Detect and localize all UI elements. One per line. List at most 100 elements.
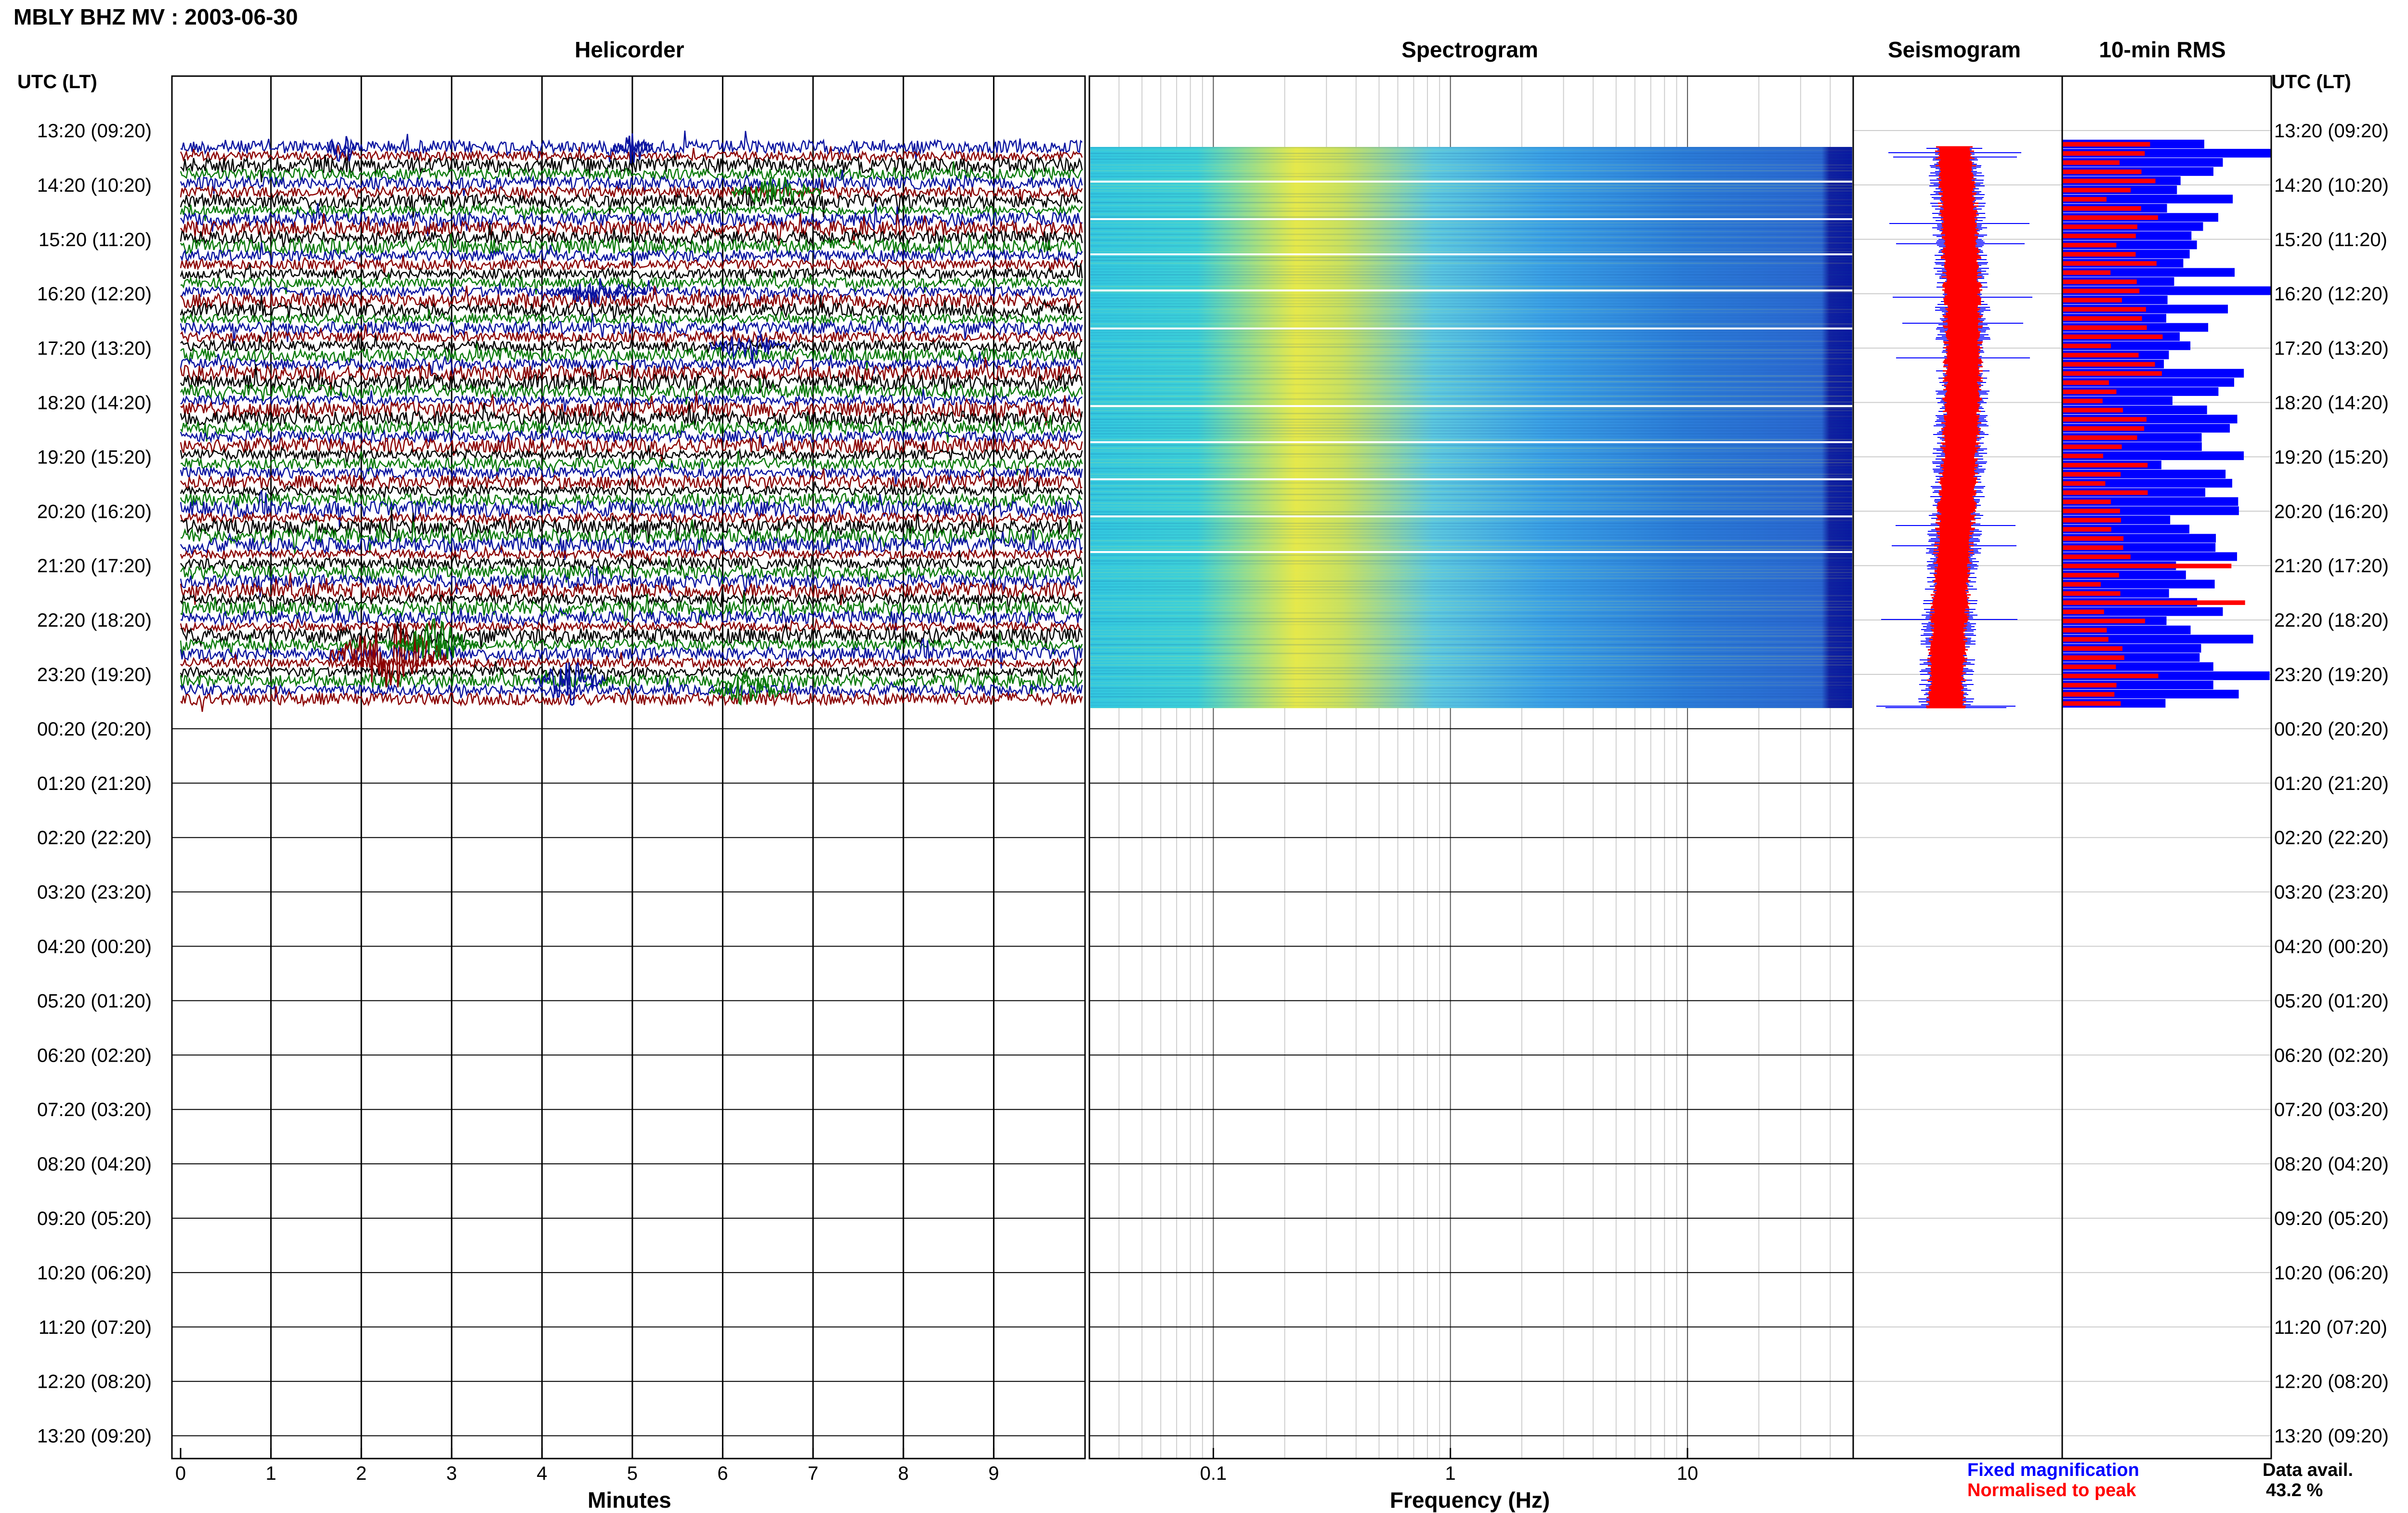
helicorder-trace (180, 391, 1083, 426)
rms-bar-normalised (2062, 609, 2104, 614)
row-label-left: 13:20 (09:20) (37, 120, 152, 142)
row-label-right: 01:20 (21:20) (2274, 773, 2389, 794)
helicorder-trace (180, 661, 1083, 684)
spectrogram-streak (1090, 349, 1852, 351)
row-label-right: 18:20 (14:20) (2274, 393, 2389, 414)
spectrogram-streak (1090, 687, 1852, 689)
row-label-left: 00:20 (20:20) (37, 719, 152, 740)
rms-bar-normalised (2062, 408, 2123, 413)
row-label-left: 21:20 (17:20) (37, 555, 152, 577)
spectrogram-streak (1090, 193, 1852, 195)
spectrogram-streak (1090, 528, 1852, 530)
row-label-right: 08:20 (04:20) (2274, 1154, 2389, 1175)
row-label-right: 03:20 (23:20) (2274, 882, 2389, 903)
row-label-right: 05:20 (01:20) (2274, 990, 2389, 1012)
spectrogram-streak (1090, 491, 1852, 492)
spectrogram-streak (1090, 508, 1852, 510)
spectrogram-streak (1090, 534, 1852, 536)
spectrogram-streak (1090, 684, 1852, 686)
spectrogram-streak (1090, 332, 1852, 333)
rms-bar-normalised (2062, 509, 2120, 513)
rms-bar-normalised (2062, 353, 2139, 358)
spectrogram-streak (1090, 557, 1852, 559)
row-label-left: 11:20 (07:20) (39, 1317, 152, 1338)
spectrogram-streak (1090, 228, 1852, 229)
row-label-right: 11:20 (07:20) (2274, 1317, 2387, 1338)
spectrogram-streak (1090, 364, 1852, 365)
spectrogram-streak (1090, 690, 1852, 692)
spectrogram-streak (1090, 664, 1852, 666)
spectrogram-streak (1090, 543, 1852, 544)
spectrogram-streak (1090, 309, 1852, 310)
rms-bar-normalised (2062, 444, 2122, 449)
helicorder-trace (180, 342, 1083, 371)
spectrogram-streak (1090, 517, 1852, 518)
row-label-left: 16:20 (12:20) (37, 284, 152, 305)
spectrogram-streak (1090, 566, 1852, 567)
spectrogram-streak (1090, 658, 1852, 660)
rms-bar-normalised (2062, 683, 2117, 688)
row-label-left: 08:20 (04:20) (37, 1154, 152, 1175)
spectrogram-streak (1090, 161, 1852, 163)
rms-bar-normalised (2062, 545, 2123, 550)
spectrogram-streak (1090, 190, 1852, 192)
row-label-left: 17:20 (13:20) (37, 338, 152, 359)
spectrogram-streak (1090, 329, 1852, 330)
helicorder-trace (180, 333, 1083, 359)
spectrogram-streak (1090, 173, 1852, 174)
spectrogram-streak (1090, 624, 1852, 625)
spectrogram-streak (1090, 575, 1852, 576)
legend-fixed-magnification: Fixed magnification (1967, 1460, 2139, 1480)
rms-bar-normalised (2062, 664, 2116, 670)
spectrogram-streak (1090, 656, 1852, 657)
row-label-left: 10:20 (06:20) (37, 1263, 152, 1284)
helicorder-event (731, 176, 822, 205)
spectrogram-streak (1090, 641, 1852, 643)
spectrogram-streak (1090, 263, 1852, 264)
rms-bar-fixed (2062, 451, 2244, 460)
spectrogram-streak (1090, 621, 1852, 622)
spectrogram-streak (1090, 523, 1852, 524)
rms-bar-normalised (2062, 426, 2145, 431)
spectrogram-streak (1090, 375, 1852, 377)
spectrogram-streak (1090, 592, 1852, 593)
spectrogram-xtick-label: 10 (1677, 1463, 1699, 1484)
spectrogram-streak (1090, 387, 1852, 388)
spectrogram-streak (1090, 358, 1852, 359)
rms-bar-normalised (2062, 673, 2159, 679)
helicorder-trace (180, 556, 1083, 587)
helicorder-trace (180, 242, 1083, 266)
spectrogram-streak (1090, 604, 1852, 605)
spectrogram-image (1090, 147, 1852, 708)
spectrogram-streak (1090, 260, 1852, 261)
rms-bar-normalised (2062, 187, 2131, 193)
helicorder-trace (180, 233, 1083, 256)
spectrogram-streak (1090, 514, 1852, 515)
helicorder-trace (180, 179, 1083, 204)
helicorder-trace (180, 572, 1083, 607)
spectrogram-streak (1090, 245, 1852, 247)
rms-bar-normalised (2062, 234, 2136, 238)
spectrogram-streak (1090, 497, 1852, 498)
helicorder-trace (180, 425, 1083, 450)
row-label-left: 12:20 (08:20) (37, 1371, 152, 1393)
spectrogram-streak (1090, 560, 1852, 562)
spectrogram-streak (1090, 179, 1852, 180)
spectrogram-title: Spectrogram (1401, 37, 1538, 62)
spectrogram-streak (1090, 433, 1852, 434)
helicorder-event (327, 136, 359, 162)
spectrogram-streak (1090, 158, 1852, 160)
spectrogram-streak (1090, 589, 1852, 591)
rms-bar-normalised (2062, 142, 2150, 147)
row-label-right: 15:20 (11:20) (2274, 229, 2387, 250)
spectrogram-streak (1090, 170, 1852, 171)
spectrogram-xlabel: Frequency (Hz) (1389, 1487, 1550, 1513)
spectrogram-streak (1090, 696, 1852, 697)
spectrogram-streak (1090, 150, 1852, 151)
spectrogram-streak (1090, 381, 1852, 382)
rms-bar-normalised (2062, 169, 2142, 174)
helicorder-xtick-label: 4 (537, 1463, 547, 1484)
row-label-left: 07:20 (03:20) (37, 1099, 152, 1120)
spectrogram-streak (1090, 427, 1852, 429)
